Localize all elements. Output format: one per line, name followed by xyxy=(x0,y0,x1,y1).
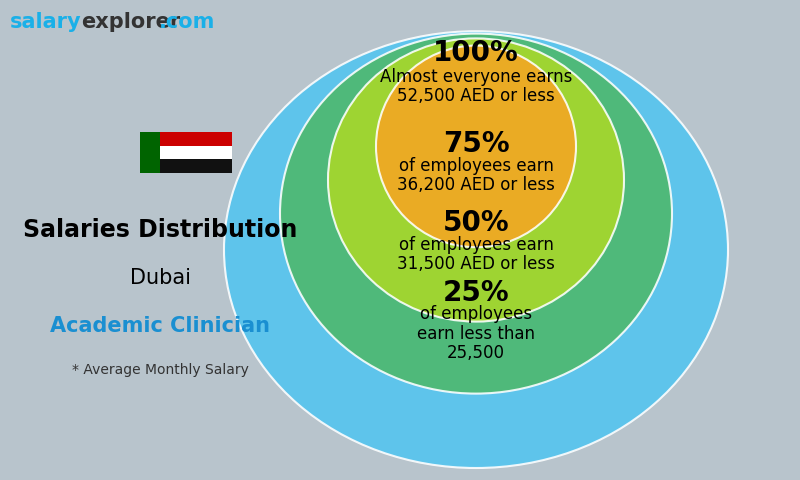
Text: explorer: explorer xyxy=(82,12,181,32)
Text: .com: .com xyxy=(158,12,214,32)
Text: earn less than: earn less than xyxy=(417,324,535,343)
Ellipse shape xyxy=(328,38,624,322)
FancyBboxPatch shape xyxy=(160,132,232,145)
Text: of employees: of employees xyxy=(420,305,532,324)
Text: * Average Monthly Salary: * Average Monthly Salary xyxy=(71,362,249,377)
Text: 50%: 50% xyxy=(442,209,510,237)
Text: of employees earn: of employees earn xyxy=(398,236,554,254)
Ellipse shape xyxy=(224,31,728,468)
Text: 75%: 75% xyxy=(442,130,510,158)
Text: 25,500: 25,500 xyxy=(447,344,505,362)
Ellipse shape xyxy=(376,46,576,247)
Text: Dubai: Dubai xyxy=(130,268,190,288)
Text: 25%: 25% xyxy=(442,279,510,307)
Text: Salaries Distribution: Salaries Distribution xyxy=(23,218,297,242)
FancyBboxPatch shape xyxy=(160,145,232,159)
Text: 31,500 AED or less: 31,500 AED or less xyxy=(397,255,555,273)
Text: 36,200 AED or less: 36,200 AED or less xyxy=(397,176,555,194)
Text: Academic Clinician: Academic Clinician xyxy=(50,316,270,336)
Text: 52,500 AED or less: 52,500 AED or less xyxy=(397,87,555,105)
FancyBboxPatch shape xyxy=(160,159,232,173)
Ellipse shape xyxy=(280,34,672,394)
Text: 100%: 100% xyxy=(433,39,519,67)
Text: Almost everyone earns: Almost everyone earns xyxy=(380,68,572,86)
FancyBboxPatch shape xyxy=(140,132,160,173)
Text: of employees earn: of employees earn xyxy=(398,156,554,175)
Text: salary: salary xyxy=(10,12,82,32)
